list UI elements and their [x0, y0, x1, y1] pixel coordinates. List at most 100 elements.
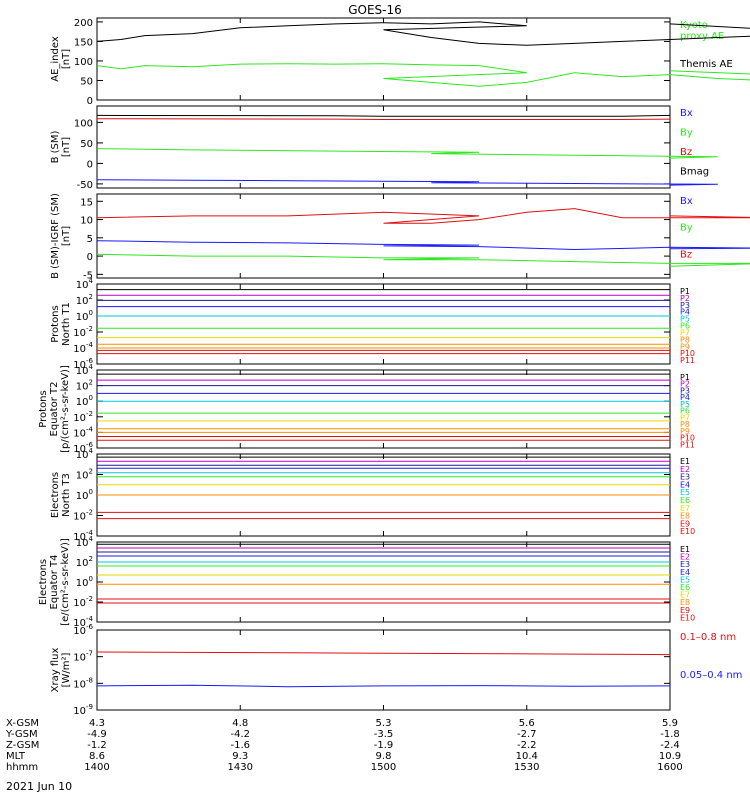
legend-entry: E7 — [680, 504, 690, 513]
y-tick-label: 104 — [76, 447, 94, 461]
legend-entry: P1 — [680, 373, 690, 382]
legend-entry: E9 — [680, 606, 690, 615]
panel-frame — [96, 193, 671, 279]
y-tick-label: 102 — [76, 468, 93, 482]
ephemeris-table: X-GSM 4.3 4.8 5.3 5.6 5.9 Y-GSM -4.9 -4.2 -3.5 -2.… — [5, 718, 683, 773]
legend-entry: E3 — [680, 473, 690, 482]
y-tick-label: 102 — [76, 293, 93, 307]
y-tick-label: 100 — [76, 488, 93, 502]
legend-entry: E4 — [680, 480, 690, 489]
y-tick-label: 50 — [80, 76, 93, 87]
y-tick-label: -50 — [77, 180, 93, 191]
panel-frame — [96, 283, 671, 365]
y-tick-label: 10-9 — [73, 703, 93, 717]
y-tick-label: 5 — [87, 234, 93, 245]
legend-entry: P3 — [680, 386, 690, 395]
legend-entry: P3 — [680, 301, 690, 310]
y-tick-label: 100 — [74, 118, 93, 129]
ephemeris-value: -2.7 — [517, 729, 537, 740]
ephemeris-value: 4.8 — [232, 718, 248, 729]
series-line-kyoto-proxy-ae — [96, 63, 750, 87]
legend-entry: P5 — [680, 315, 690, 324]
y-axis-label: B (SM)-IGRF (SM)[nT] — [50, 193, 72, 279]
legend-entry: P4 — [680, 308, 690, 317]
figure-title: GOES-16 — [348, 3, 402, 17]
ephemeris-value: -1.9 — [374, 740, 394, 751]
legend-entry: P7 — [680, 328, 690, 337]
legend-entry: 0.05–0.4 nm — [680, 670, 742, 681]
y-tick-label: 102 — [76, 555, 93, 569]
legend-entry: E4 — [680, 568, 690, 577]
panel-frame — [96, 541, 671, 623]
y-tick-label: 102 — [76, 379, 93, 393]
y-tick-label: 10-8 — [73, 676, 93, 690]
y-tick-label: 10-4 — [73, 425, 93, 439]
ephemeris-value: 9.8 — [376, 751, 392, 762]
y-tick-label: 100 — [74, 57, 93, 68]
y-tick-label: 0 — [87, 159, 93, 170]
y-tick-label: 0 — [87, 252, 93, 263]
series-line-bz — [96, 208, 750, 224]
ephemeris-value: -4.2 — [230, 729, 250, 740]
y-axis-label: Xray flux[W/m²] — [50, 648, 72, 693]
series-line-bx — [96, 240, 750, 251]
legend-entry: P6 — [680, 407, 690, 416]
legend-entry: Bz — [680, 249, 692, 260]
ephemeris-value: 1530 — [514, 762, 539, 773]
series-line-0-05-0-4-nm — [96, 684, 671, 688]
legend-entry: P10 — [680, 434, 695, 443]
y-tick-label: 10-2 — [73, 325, 93, 339]
legend-entry: E8 — [680, 512, 690, 521]
y-tick-label: 10-4 — [73, 615, 93, 629]
panel-3: -5 0 5 10 15 B (SM)-IGRF (SM)[nT] Bx By Bz — [50, 193, 750, 281]
legend-entry: P9 — [680, 427, 690, 436]
legend-entry: P11 — [680, 440, 695, 449]
ephemeris-value: 4.3 — [89, 718, 105, 729]
ephemeris-value: 1500 — [371, 762, 396, 773]
panel-6: 10-4 10-2 100 102 104 ElectronsNorth T3 E1E2E3… — [50, 447, 695, 543]
y-axis-label: B (SM)[nT] — [50, 130, 72, 163]
legend-entry: P9 — [680, 342, 690, 351]
y-tick-label: 15 — [80, 197, 93, 208]
y-tick-label: 50 — [80, 139, 93, 150]
y-axis-label: ProtonsNorth T1 — [50, 302, 72, 346]
legend-entry: E7 — [680, 591, 690, 600]
panel-frame — [96, 629, 671, 711]
y-axis-label: ElectronsEquator T4[e/(cm²-s-sr-keV)] — [38, 538, 71, 626]
legend-entry: 0.1–0.8 nm — [680, 632, 736, 643]
ephemeris-value: 8.6 — [89, 751, 105, 762]
series-line-by — [96, 253, 750, 267]
date-label: 2021 Jun 10 — [6, 780, 72, 793]
legend-entry: Bz — [680, 147, 692, 158]
ephemeris-value: -1.2 — [87, 740, 107, 751]
y-tick-label: 10-6 — [73, 623, 93, 637]
legend-entry: E10 — [680, 613, 695, 622]
panel-frame — [96, 17, 671, 101]
ephemeris-value: 5.3 — [376, 718, 392, 729]
y-axis-label: ElectronsNorth T3 — [50, 472, 72, 518]
y-tick-label: 10-2 — [73, 595, 93, 609]
y-tick-label: 10-7 — [73, 650, 93, 664]
ephemeris-value: -1.8 — [660, 729, 680, 740]
ephemeris-value: -2.4 — [660, 740, 680, 751]
ephemeris-row-label: Y-GSM — [5, 729, 38, 740]
ephemeris-value: 1600 — [657, 762, 682, 773]
legend-entry: E3 — [680, 560, 690, 569]
series-line-bz — [96, 118, 671, 120]
legend-entry: By — [680, 128, 693, 139]
legend-entry: Bmag — [680, 167, 709, 178]
legend-entry: P10 — [680, 349, 695, 358]
y-tick-label: 10-4 — [73, 341, 93, 355]
legend-entry: Themis AE — [679, 59, 733, 70]
ephemeris-row-label: X-GSM — [6, 718, 39, 729]
y-axis-label: ProtonsEquator T2[p/(cm²-s-sr-keV)] — [38, 365, 71, 453]
panel-4: 10-6 10-4 10-2 100 102 104 ProtonsNorth T1 P1P2… — [50, 277, 695, 371]
ephemeris-value: -4.9 — [87, 729, 107, 740]
ephemeris-value: 1430 — [228, 762, 253, 773]
y-tick-label: 10-4 — [73, 529, 93, 543]
legend-entry: E2 — [680, 553, 690, 562]
